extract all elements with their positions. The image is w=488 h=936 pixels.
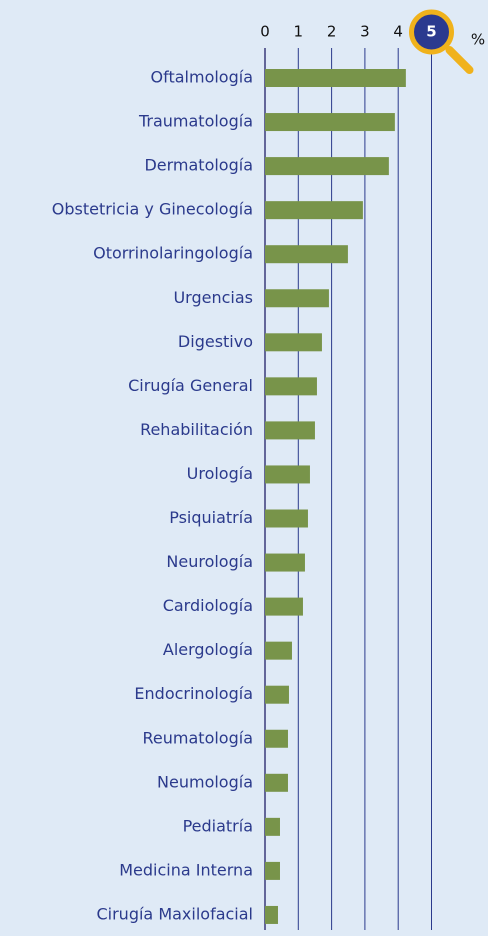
bar <box>265 113 395 132</box>
bar <box>265 861 280 880</box>
bar <box>265 377 317 396</box>
x-tick-label: 1 <box>294 23 304 41</box>
category-label: Neumología <box>157 772 253 791</box>
category-label: Digestivo <box>178 332 253 351</box>
bar <box>265 289 329 308</box>
category-label: Reumatología <box>143 728 253 747</box>
bar <box>265 817 280 836</box>
x-tick-label: 2 <box>327 23 337 41</box>
bar <box>265 553 305 572</box>
magnifier-handle <box>445 46 474 74</box>
category-label: Oftalmología <box>151 68 253 87</box>
category-label: Endocrinología <box>134 684 253 703</box>
category-label: Neurología <box>166 552 253 571</box>
bar <box>265 729 288 748</box>
bar <box>265 597 303 616</box>
category-label: Cirugía General <box>128 376 253 395</box>
bar <box>265 773 288 792</box>
bar <box>265 157 389 176</box>
bar <box>265 201 363 220</box>
x-axis-unit: % <box>471 31 485 49</box>
magnifier <box>409 9 454 55</box>
category-label: Urología <box>187 464 253 483</box>
x-tick-label: 0 <box>260 23 270 41</box>
category-label: Traumatología <box>138 112 253 131</box>
bar <box>265 685 289 704</box>
category-label: Pediatría <box>183 816 253 835</box>
category-label: Obstetricia y Ginecología <box>52 200 253 219</box>
bar <box>265 465 310 484</box>
category-label: Medicina Interna <box>119 860 253 879</box>
category-label: Psiquiatría <box>169 508 253 527</box>
bar <box>265 641 292 660</box>
x-tick-label: 3 <box>360 23 370 41</box>
bar <box>265 69 406 87</box>
x-tick-label: 4 <box>393 23 403 41</box>
category-label: Dermatología <box>144 156 253 175</box>
category-label: Cirugía Maxilofacial <box>96 904 253 923</box>
category-label: Alergología <box>163 640 253 659</box>
category-label: Cardiología <box>163 596 253 615</box>
bar <box>265 245 348 264</box>
bar <box>265 905 278 924</box>
bar <box>265 421 315 440</box>
category-label: Otorrinolaringología <box>93 244 253 263</box>
bar <box>265 509 308 528</box>
x-tick-label: 5 <box>426 23 436 41</box>
category-label: Rehabilitación <box>140 420 253 439</box>
bar <box>265 333 322 352</box>
category-label: Urgencias <box>173 288 253 307</box>
